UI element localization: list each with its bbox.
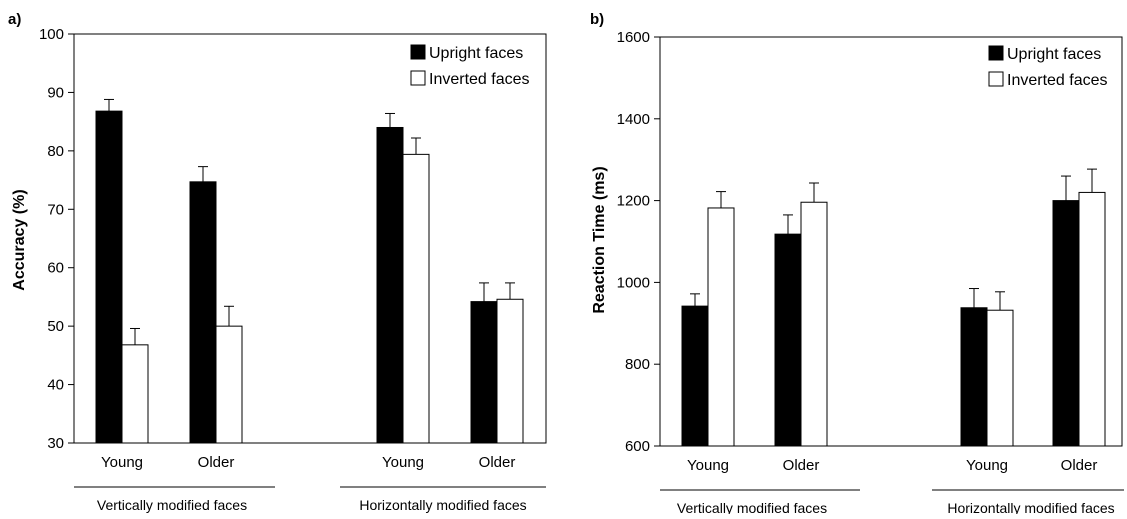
panel-a-y-tick-label: 90 <box>47 84 64 101</box>
panel-a-y-axis: 30 40 50 60 70 80 90 100 <box>39 26 74 452</box>
panel-b-group-label: Vertically modified faces <box>677 500 827 514</box>
panel-b-bar-upright <box>960 307 988 447</box>
panel-a-group-label: Vertically modified faces <box>97 497 247 513</box>
panel-b-groups: Vertically modified faces Horizontally mo… <box>660 489 1124 516</box>
panel-b-legend: Upright faces Inverted faces <box>988 45 1108 89</box>
panel-a-bar-inverted <box>121 344 149 444</box>
panel-b-plot-frame <box>659 36 1123 447</box>
panel-a-legend-label-inverted: Inverted faces <box>429 71 530 88</box>
panel-b-y-tick-label: 1600 <box>617 29 650 46</box>
panel-b-y-axis-label: Reaction Time (ms) <box>591 166 608 313</box>
panel-a-x-category-label: Young <box>382 454 424 471</box>
panel-b-reaction-time-chart: b) Reaction Time (ms) 600 800 1000 1200 1400… <box>590 11 1124 516</box>
panel-b-x-categories: Young Older Young Older <box>687 457 1097 474</box>
panel-b-x-category-label: Older <box>783 457 820 474</box>
panel-a-bar-inverted <box>402 153 430 444</box>
panel-a-bar-upright <box>95 110 123 444</box>
panel-a-x-category-label: Older <box>479 454 516 471</box>
panel-a-x-categories: Young Older Young Older <box>101 454 515 471</box>
panel-a-y-tick-label: 40 <box>47 377 64 394</box>
panel-a-bar-inverted <box>215 325 243 444</box>
panel-b-x-category-label: Older <box>1061 457 1098 474</box>
panel-b-group-label: Horizontally modified faces <box>947 500 1114 514</box>
panel-a-y-tick-label: 30 <box>47 435 64 452</box>
panel-a-y-axis-label: Accuracy (%) <box>11 189 28 290</box>
panel-a-y-tick-label: 50 <box>47 318 64 335</box>
panel-a-bar-upright <box>470 301 498 444</box>
panel-b-x-category-label: Young <box>966 457 1008 474</box>
panel-a-legend-label-upright: Upright faces <box>429 45 523 62</box>
panel-a-group-label: Horizontally modified faces <box>359 497 526 513</box>
panel-b-legend-swatch-upright <box>988 45 1004 61</box>
panel-b-legend-label-upright: Upright faces <box>1007 46 1101 63</box>
panel-b-y-tick-label: 1200 <box>617 193 650 210</box>
panel-b-bar-upright <box>681 305 709 447</box>
panel-b-legend-label-inverted: Inverted faces <box>1007 72 1108 89</box>
panel-a-plot-frame <box>73 33 547 444</box>
panel-b-y-tick-label: 800 <box>625 356 650 373</box>
panel-a-x-category-label: Older <box>198 454 235 471</box>
panel-a-legend-swatch-inverted <box>410 70 426 86</box>
panel-a-y-tick-label: 60 <box>47 260 64 277</box>
panel-b-bar-inverted <box>1078 191 1106 447</box>
panel-a-x-category-label: Young <box>101 454 143 471</box>
panel-a-label: a) <box>8 11 21 28</box>
panel-b-legend-swatch-inverted <box>988 71 1004 87</box>
panel-b-y-tick-label: 600 <box>625 438 650 455</box>
panel-b-y-axis: 600 800 1000 1200 1400 1600 <box>617 29 660 455</box>
panel-a-y-tick-label: 80 <box>47 143 64 160</box>
panel-b-bar-inverted <box>707 207 735 447</box>
panel-a-legend: Upright faces Inverted faces <box>410 44 530 88</box>
panel-a-y-tick-label: 70 <box>47 201 64 218</box>
panel-b-label: b) <box>590 11 604 28</box>
panel-a-bar-upright <box>376 126 404 444</box>
panel-a-groups: Vertically modified faces Horizontally mo… <box>74 486 546 513</box>
panel-a-bar-upright <box>189 181 217 444</box>
panel-b-bars <box>681 168 1106 447</box>
panel-b-bar-upright <box>774 233 802 447</box>
panel-a-bar-inverted <box>496 298 524 444</box>
panel-a-bars <box>95 98 524 444</box>
panel-a-accuracy-chart: a) Accuracy (%) 30 40 50 60 70 80 90 100 Young O… <box>8 11 547 513</box>
panel-b-x-category-label: Young <box>687 457 729 474</box>
panel-b-y-tick-label: 1400 <box>617 111 650 128</box>
panel-a-y-tick-label: 100 <box>39 26 64 43</box>
panel-b-bar-inverted <box>986 309 1014 447</box>
panel-a-legend-swatch-upright <box>410 44 426 60</box>
panel-b-bar-upright <box>1052 200 1080 447</box>
panel-b-bar-inverted <box>800 201 828 447</box>
panel-b-y-tick-label: 1000 <box>617 274 650 291</box>
